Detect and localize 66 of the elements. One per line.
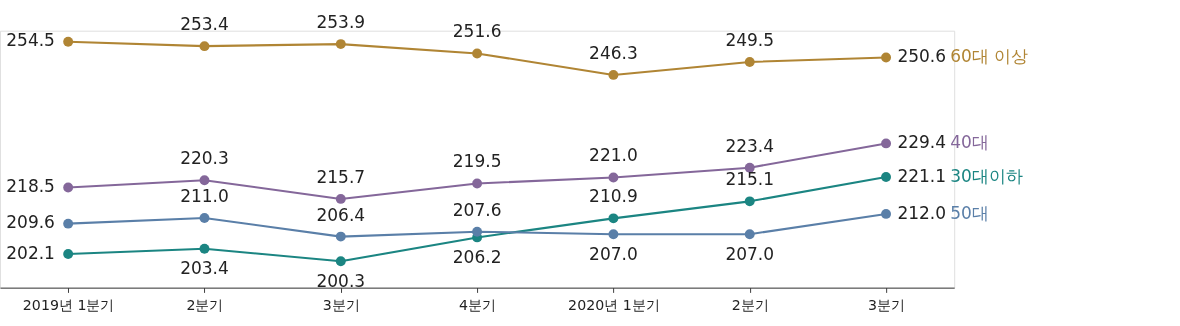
point [335,231,346,242]
point [199,243,210,254]
data-label: 207.6 [452,199,502,220]
data-label: 219.5 [452,151,502,172]
point [199,175,210,186]
data-label: 220.3 [180,148,229,169]
data-label: 200.3 [316,270,366,291]
data-label: 251.6 [452,21,502,42]
point [63,182,74,193]
text: 30대이하 [950,165,1023,186]
point [335,39,346,50]
text: 50대 [950,202,989,223]
point [472,178,483,189]
data-label: 215.7 [316,166,366,187]
data-label: 250.6 [897,46,947,67]
data-label: 253.9 [316,12,366,33]
x-tick-label: 4분기 [459,296,497,313]
point [608,172,619,183]
data-label: 207.0 [725,243,775,264]
point [881,52,891,63]
data-label: 212.0 [897,202,947,223]
x-tick-label: 3분기 [868,296,906,313]
point [881,138,891,149]
point [199,213,210,223]
point [335,193,346,204]
data-label: 253.4 [180,14,229,35]
point [744,162,755,173]
point [881,172,891,182]
data-label: 206.4 [316,204,366,225]
point [744,196,755,207]
x-tick-label: 3분기 [322,296,360,313]
data-label: 249.5 [725,29,775,50]
data-label: 202.1 [6,242,55,263]
data-label: 210.9 [589,186,638,207]
text: 40대 [950,132,989,153]
point [63,36,74,47]
data-label: 254.5 [6,30,55,51]
point [744,229,755,240]
data-label: 229.4 [897,132,947,153]
x-tick-label: 2020년 1분기 [568,296,660,313]
point [881,208,891,219]
data-label: 218.5 [6,176,55,197]
x-tick-label: 2019년 1분기 [22,296,115,313]
data-label: 215.1 [725,169,775,190]
point [199,41,210,52]
point [63,218,74,229]
data-label: 221.1 [897,165,947,186]
point [744,57,755,67]
data-label: 246.3 [589,42,638,63]
x-tick-label: 2분기 [186,296,224,313]
point [63,249,74,259]
point [608,229,619,240]
point [472,226,483,237]
x-tick-label: 2분기 [731,296,769,313]
point [335,256,346,267]
data-label: 211.0 [180,185,229,206]
data-label: 207.0 [589,243,638,264]
data-label: 223.4 [725,135,775,156]
point [472,48,483,59]
data-label: 206.2 [452,246,502,267]
data-label: 221.0 [589,145,638,166]
data-label: 203.4 [180,258,229,279]
point [608,69,619,80]
data-label: 209.6 [6,212,55,233]
text: 60대 이상 [950,46,1029,67]
point [608,213,619,224]
